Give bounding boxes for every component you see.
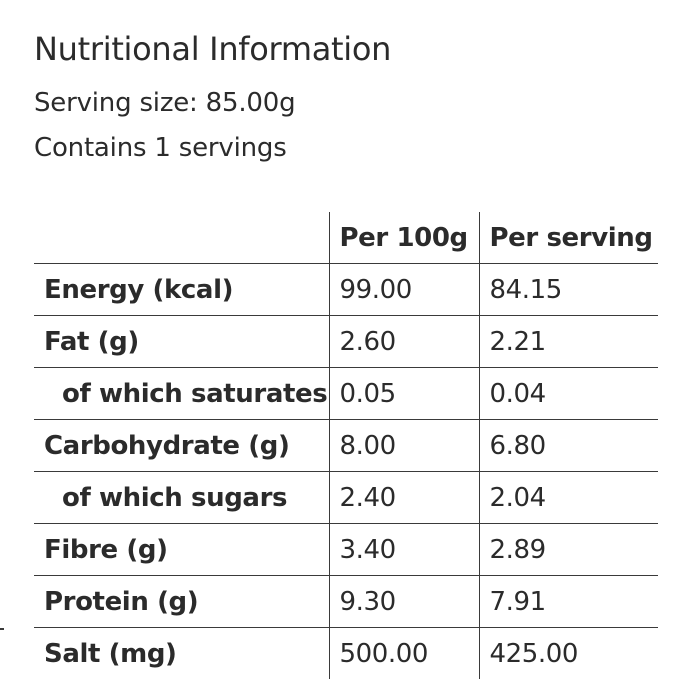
serving-size: Serving size: 85.00g	[34, 88, 296, 118]
row-label: Protein (g)	[34, 575, 329, 628]
servings-count: Contains 1 servings	[34, 133, 287, 163]
header-per-serving: Per serving	[478, 212, 658, 264]
cell-per-serving: 2.04	[478, 471, 658, 524]
cell-per-serving: 425.00	[478, 627, 658, 679]
table-row: Fat (g) 2.60 2.21	[34, 315, 658, 368]
header-per-100g: Per 100g	[328, 212, 479, 264]
cell-per-100g: 9.30	[328, 575, 479, 628]
cell-per-serving: 2.21	[478, 315, 658, 368]
cell-per-serving: 84.15	[478, 263, 658, 316]
cell-per-serving: 6.80	[478, 419, 658, 472]
table-row: of which sugars 2.40 2.04	[34, 471, 658, 524]
row-label: Carbohydrate (g)	[34, 419, 329, 472]
header-blank	[34, 212, 329, 264]
edge-tick-mark	[0, 628, 4, 630]
table-row: of which saturates 0.05 0.04	[34, 367, 658, 420]
nutrition-table: Per 100g Per serving Energy (kcal) 99.00…	[34, 212, 658, 679]
table-row: Fibre (g) 3.40 2.89	[34, 523, 658, 576]
cell-per-serving: 0.04	[478, 367, 658, 420]
row-label: Fibre (g)	[34, 523, 329, 576]
row-label: of which sugars	[34, 471, 329, 524]
row-label: Fat (g)	[34, 315, 329, 368]
cell-per-100g: 2.60	[328, 315, 479, 368]
cell-per-serving: 2.89	[478, 523, 658, 576]
cell-per-100g: 0.05	[328, 367, 479, 420]
table-header-row: Per 100g Per serving	[34, 212, 658, 264]
row-label: Energy (kcal)	[34, 263, 329, 316]
table-row: Protein (g) 9.30 7.91	[34, 575, 658, 628]
cell-per-100g: 99.00	[328, 263, 479, 316]
row-label: of which saturates	[34, 367, 329, 420]
cell-per-100g: 500.00	[328, 627, 479, 679]
cell-per-100g: 3.40	[328, 523, 479, 576]
cell-per-100g: 8.00	[328, 419, 479, 472]
row-label: Salt (mg)	[44, 638, 177, 669]
table-row: Energy (kcal) 99.00 84.15	[34, 263, 658, 316]
cell-per-serving: 7.91	[478, 575, 658, 628]
table-row: Salt (mg) 500.00 425.00	[34, 627, 658, 679]
table-row: Carbohydrate (g) 8.00 6.80	[34, 419, 658, 472]
page-title: Nutritional Information	[34, 30, 392, 68]
cell-per-100g: 2.40	[328, 471, 479, 524]
